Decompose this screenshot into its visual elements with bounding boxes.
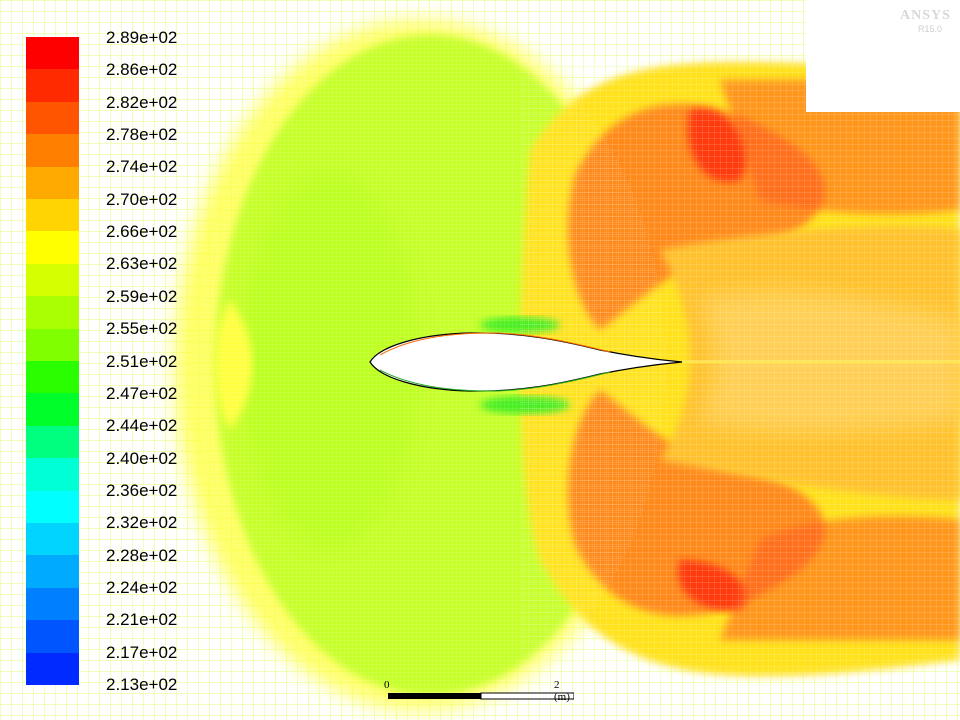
colormap-swatch (26, 199, 79, 232)
colormap-label: 2.78e+02 (106, 125, 178, 145)
colormap-swatch (26, 166, 79, 200)
colormap-swatch (26, 37, 79, 70)
colormap-swatch (26, 490, 79, 524)
colormap-swatch (26, 555, 79, 589)
airfoil-edge-upper (379, 332, 611, 356)
colormap-swatch (26, 101, 79, 135)
colormap-label: 2.24e+02 (106, 577, 178, 597)
airfoil-edge-lower (379, 369, 611, 392)
colormap-swatch (26, 134, 79, 168)
colormap-label: 2.86e+02 (106, 60, 178, 80)
colormap-legend (26, 37, 79, 686)
colormap-swatch (26, 587, 79, 621)
colormap-swatch (26, 296, 79, 330)
scale-bar-black (388, 693, 481, 699)
colormap-swatch (26, 263, 79, 297)
colormap-label: 2.70e+02 (106, 189, 178, 209)
scale-bar: 0 2 (m) (384, 679, 575, 703)
colormap-label: 2.51e+02 (106, 351, 178, 371)
colormap-swatch (26, 393, 79, 427)
colormap-swatch (26, 231, 79, 265)
colormap-label: 2.59e+02 (106, 286, 178, 306)
scale-tick-start: 0 (384, 679, 390, 691)
colormap-label: 2.44e+02 (106, 416, 178, 436)
colormap-label: 2.47e+02 (106, 383, 178, 403)
colormap-label: 2.74e+02 (106, 157, 178, 177)
logo-panel (806, 0, 960, 112)
colormap-swatch (26, 523, 79, 556)
colormap-label: 2.17e+02 (106, 642, 178, 662)
colormap-label: 2.82e+02 (106, 92, 178, 112)
scale-tick-end: 2 (m) (554, 679, 570, 703)
colormap-label: 2.32e+02 (106, 513, 178, 533)
colormap-label: 2.36e+02 (106, 480, 178, 500)
ansys-logo: ANSYS (900, 8, 951, 23)
ansys-version: R15.0 (918, 24, 943, 34)
colormap-label: 2.13e+02 (106, 675, 178, 694)
colormap-label: 2.21e+02 (106, 610, 178, 630)
colormap-swatch (26, 458, 79, 492)
colormap-label: 2.55e+02 (106, 319, 178, 339)
colormap-swatch (26, 69, 79, 103)
colormap-swatch (26, 620, 79, 654)
colormap-label: 2.89e+02 (106, 28, 178, 47)
colormap-label: 2.63e+02 (106, 254, 178, 274)
colormap-swatch (26, 328, 79, 362)
colormap-swatch (26, 652, 79, 686)
colormap-swatch (26, 425, 79, 459)
colormap-label: 2.40e+02 (106, 448, 178, 468)
colormap-label: 2.28e+02 (106, 545, 178, 565)
colormap-label: 2.66e+02 (106, 222, 178, 242)
colormap-swatch (26, 361, 79, 394)
